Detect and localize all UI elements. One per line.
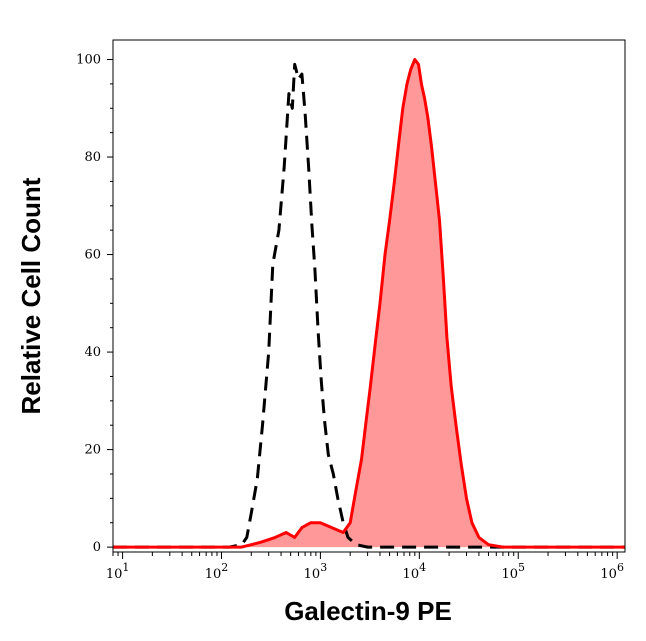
series-1-area	[113, 59, 625, 548]
x-tick-label: 106	[600, 561, 624, 582]
x-tick-exponent: 2	[221, 561, 228, 574]
y-tick-label: 20	[84, 443, 101, 458]
x-tick-label: 105	[501, 561, 525, 582]
y-axis-title: Relative Cell Count	[16, 177, 46, 414]
x-tick-exponent: 4	[419, 561, 426, 574]
x-tick-exponent: 6	[617, 561, 624, 574]
x-tick-label: 101	[106, 561, 130, 582]
x-tick-exponent: 1	[122, 561, 129, 574]
series-0-line	[113, 62, 625, 549]
series-1-line	[113, 58, 625, 549]
plot-frame	[112, 39, 626, 553]
y-tick-label: 80	[84, 150, 101, 165]
y-tick-label: 60	[84, 248, 101, 263]
y-tick-label: 40	[84, 345, 101, 360]
x-tick-label: 103	[304, 561, 328, 582]
x-axis-title: Galectin-9 PE	[284, 596, 452, 626]
plot-layer	[113, 58, 625, 549]
y-tick-label: 0	[93, 540, 101, 555]
x-tick-label: 104	[403, 561, 427, 582]
y-tick-label: 100	[76, 53, 101, 68]
x-tick-exponent: 3	[320, 561, 327, 574]
x-tick-label: 102	[205, 561, 229, 582]
x-tick-exponent: 5	[518, 561, 525, 574]
axis-layer: 0 20 40 60 80 100 101 102 103 104 105 106	[76, 53, 624, 582]
